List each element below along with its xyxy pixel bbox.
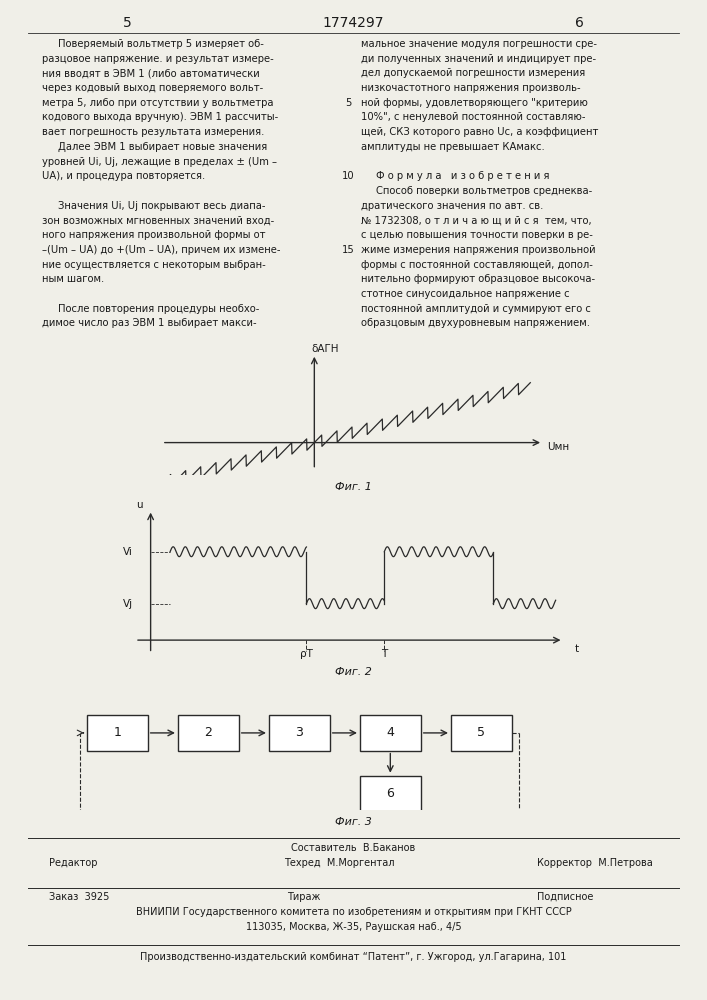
Text: через кодовый выход поверяемого вольт-: через кодовый выход поверяемого вольт- [42,83,264,93]
Text: t: t [575,644,579,654]
Text: 5: 5 [477,726,485,739]
Text: 3: 3 [296,726,303,739]
Text: ного напряжения произвольной формы от: ного напряжения произвольной формы от [42,230,266,240]
Text: Uмн: Uмн [547,442,569,452]
Text: зон возможных мгновенных значений вход-: зон возможных мгновенных значений вход- [42,215,275,225]
Text: 10: 10 [342,171,355,181]
FancyBboxPatch shape [451,715,512,751]
Text: 2: 2 [204,726,212,739]
Text: нительно формируют образцовое высокоча-: нительно формируют образцовое высокоча- [361,274,595,284]
Text: Далее ЭВМ 1 выбирает новые значения: Далее ЭВМ 1 выбирает новые значения [58,142,267,152]
Text: 1774297: 1774297 [323,16,384,30]
Text: Фиг. 3: Фиг. 3 [335,817,372,827]
Text: Составитель  В.Баканов: Составитель В.Баканов [291,843,416,853]
FancyBboxPatch shape [360,715,421,751]
Text: образцовым двухуровневым напряжением.: образцовым двухуровневым напряжением. [361,318,590,328]
Text: Редактор: Редактор [49,858,98,868]
Text: дел допускаемой погрешности измерения: дел допускаемой погрешности измерения [361,68,585,78]
FancyBboxPatch shape [87,715,148,751]
Text: UA), и процедура повторяется.: UA), и процедура повторяется. [42,171,206,181]
Text: ным шагом.: ным шагом. [42,274,105,284]
Text: уровней Ui, Uj, лежащие в пределах ± (Um –: уровней Ui, Uj, лежащие в пределах ± (Um… [42,157,277,167]
Text: Vj: Vj [123,599,133,609]
Text: дратического значения по авт. св.: дратического значения по авт. св. [361,201,543,211]
Text: жиме измерения напряжения произвольной: жиме измерения напряжения произвольной [361,245,595,255]
Text: Производственно-издательский комбинат “Патент”, г. Ужгород, ул.Гагарина, 101: Производственно-издательский комбинат “П… [140,952,567,962]
Text: Поверяемый вольтметр 5 измеряет об-: Поверяемый вольтметр 5 измеряет об- [58,39,264,49]
Text: Способ поверки вольтметров среднеква-: Способ поверки вольтметров среднеква- [376,186,592,196]
Text: 4: 4 [387,726,395,739]
Text: кодового выхода вручную). ЭВМ 1 рассчиты-: кодового выхода вручную). ЭВМ 1 рассчиты… [42,112,279,122]
Text: u: u [136,500,142,510]
Text: После повторения процедуры необхо-: После повторения процедуры необхо- [58,304,259,314]
Text: мальное значение модуля погрешности сре-: мальное значение модуля погрешности сре- [361,39,597,49]
Text: формы с постоянной составляющей, допол-: формы с постоянной составляющей, допол- [361,260,592,270]
Text: 113035, Москва, Ж-35, Раушская наб., 4/5: 113035, Москва, Ж-35, Раушская наб., 4/5 [246,922,461,932]
FancyBboxPatch shape [178,715,239,751]
Text: T: T [381,649,387,659]
Text: № 1732308, о т л и ч а ю щ и й с я  тем, что,: № 1732308, о т л и ч а ю щ и й с я тем, … [361,215,591,225]
Text: Заказ  3925: Заказ 3925 [49,892,110,902]
Text: 1: 1 [113,726,121,739]
Text: 6: 6 [575,16,584,30]
Text: Ф о р м у л а   и з о б р е т е н и я: Ф о р м у л а и з о б р е т е н и я [376,171,549,181]
Text: ной формы, удовлетворяющего "критерию: ной формы, удовлетворяющего "критерию [361,98,588,108]
Text: Тираж: Тираж [287,892,321,902]
FancyBboxPatch shape [360,776,421,811]
Text: разцовое напряжение. и результат измере-: разцовое напряжение. и результат измере- [42,54,274,64]
Text: δАГН: δАГН [311,344,339,354]
Text: метра 5, либо при отсутствии у вольтметра: метра 5, либо при отсутствии у вольтметр… [42,98,274,108]
Text: ние осуществляется с некоторым выбран-: ние осуществляется с некоторым выбран- [42,260,266,270]
Text: Значения Ui, Uj покрывают весь диапа-: Значения Ui, Uj покрывают весь диапа- [58,201,265,211]
Text: ВНИИПИ Государственного комитета по изобретениям и открытиям при ГКНТ СССР: ВНИИПИ Государственного комитета по изоб… [136,907,571,917]
Text: 10%", с ненулевой постоянной составляю-: 10%", с ненулевой постоянной составляю- [361,112,585,122]
Text: Подписное: Подписное [537,892,594,902]
Text: Фиг. 2: Фиг. 2 [335,667,372,677]
Text: 6: 6 [387,787,395,800]
Text: щей, СКЗ которого равно Uc, а коэффициент: щей, СКЗ которого равно Uc, а коэффициен… [361,127,598,137]
Text: амплитуды не превышает КАмакс.: амплитуды не превышает КАмакс. [361,142,544,152]
Text: стотное синусоидальное напряжение с: стотное синусоидальное напряжение с [361,289,569,299]
Text: –(Um – UA) до +(Um – UA), причем их измене-: –(Um – UA) до +(Um – UA), причем их изме… [42,245,281,255]
Text: постоянной амплитудой и суммируют его с: постоянной амплитудой и суммируют его с [361,304,590,314]
Text: 5: 5 [345,98,352,108]
Text: Техред  М.Моргентал: Техред М.Моргентал [284,858,395,868]
FancyBboxPatch shape [269,715,329,751]
Text: с целью повышения точности поверки в ре-: с целью повышения точности поверки в ре- [361,230,592,240]
Text: ди полученных значений и индицирует пре-: ди полученных значений и индицирует пре- [361,54,596,64]
Text: димое число раз ЭВМ 1 выбирает макси-: димое число раз ЭВМ 1 выбирает макси- [42,318,257,328]
Text: вает погрешность результата измерения.: вает погрешность результата измерения. [42,127,265,137]
Text: Vi: Vi [123,547,133,557]
Text: Корректор  М.Петрова: Корректор М.Петрова [537,858,653,868]
Text: 15: 15 [342,245,355,255]
Text: низкочастотного напряжения произволь-: низкочастотного напряжения произволь- [361,83,580,93]
Text: ρT: ρT [300,649,312,659]
Text: Фиг. 1: Фиг. 1 [335,482,372,492]
Text: ния вводят в ЭВМ 1 (либо автоматически: ния вводят в ЭВМ 1 (либо автоматически [42,68,260,78]
Text: 5: 5 [123,16,132,30]
